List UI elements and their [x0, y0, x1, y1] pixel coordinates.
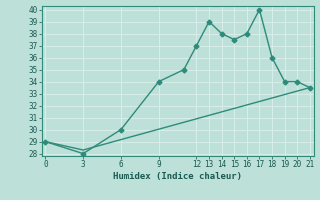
- X-axis label: Humidex (Indice chaleur): Humidex (Indice chaleur): [113, 172, 242, 181]
